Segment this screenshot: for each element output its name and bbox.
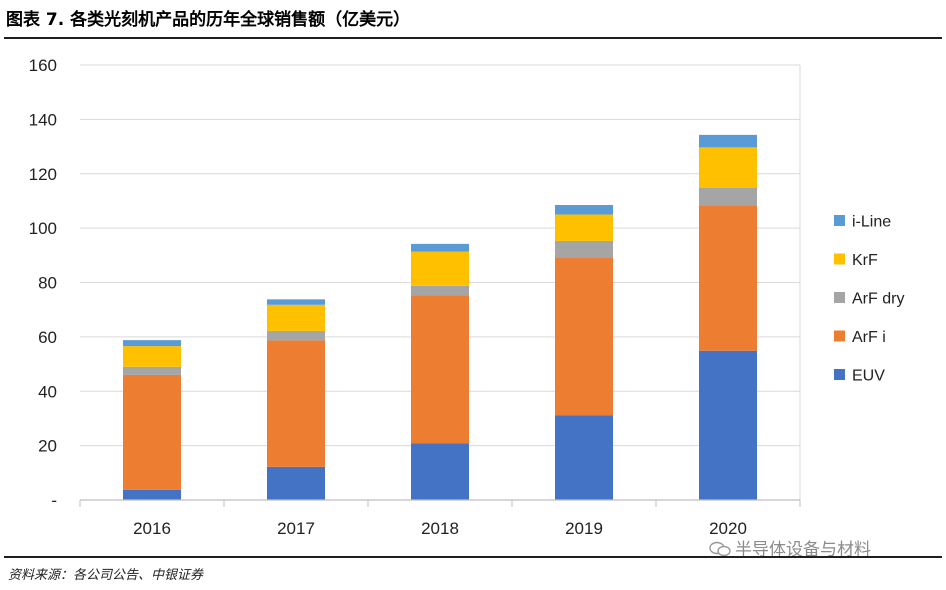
y-axis-tick-labels: - 20 40 60 80 100 120 140 160 bbox=[29, 56, 57, 510]
bar-segment bbox=[123, 366, 181, 375]
bar-segment bbox=[699, 205, 757, 351]
y-tick-label: 40 bbox=[38, 382, 57, 401]
bar-segment bbox=[699, 134, 757, 148]
legend-swatch bbox=[834, 330, 845, 342]
bar-segment bbox=[123, 346, 181, 367]
x-axis-tick-labels: 2016 2017 2018 2019 2020 bbox=[133, 519, 747, 538]
bar-segment bbox=[699, 187, 757, 206]
y-tick-label: - bbox=[51, 491, 57, 510]
bar-segment bbox=[555, 240, 613, 259]
legend: i-Line KrF ArF dry ArF i EUV bbox=[834, 214, 904, 385]
x-tick-label: 2018 bbox=[421, 519, 459, 538]
bar-segment bbox=[699, 147, 757, 188]
legend-swatch bbox=[834, 253, 845, 265]
legend-label: i-Line bbox=[852, 214, 891, 231]
y-tick-label: 80 bbox=[38, 274, 57, 293]
bars bbox=[123, 134, 757, 500]
wechat-icon bbox=[709, 541, 731, 557]
x-tick-label: 2016 bbox=[133, 519, 171, 538]
bar-segment bbox=[555, 205, 613, 215]
legend-label: ArF dry bbox=[852, 291, 904, 308]
title-rule bbox=[4, 37, 942, 39]
y-tick-label: 120 bbox=[29, 165, 57, 184]
bar-segment bbox=[123, 340, 181, 347]
legend-label: KrF bbox=[852, 252, 878, 269]
legend-swatch bbox=[834, 369, 845, 380]
bar-segment bbox=[267, 299, 325, 305]
bar-segment bbox=[267, 330, 325, 341]
bar-segment bbox=[267, 304, 325, 331]
y-tick-label: 100 bbox=[29, 219, 57, 238]
watermark-text: 半导体设备与材料 bbox=[735, 540, 871, 560]
source-note: 资料来源：各公司公告、中银证券 bbox=[8, 568, 204, 583]
x-axis bbox=[79, 499, 801, 507]
bar-segment bbox=[123, 489, 181, 500]
legend-label: ArF i bbox=[852, 329, 886, 346]
bar-segment bbox=[555, 214, 613, 241]
bar-segment bbox=[123, 374, 181, 490]
y-tick-label: 140 bbox=[29, 110, 57, 129]
bar-segment bbox=[411, 251, 469, 286]
bar-segment bbox=[411, 243, 469, 252]
legend-label: EUV bbox=[852, 368, 885, 385]
bar-segment bbox=[699, 350, 757, 500]
figure-title: 图表 7. 各类光刻机产品的历年全球销售额（亿美元） bbox=[6, 10, 411, 30]
x-tick-label: 2017 bbox=[277, 519, 315, 538]
source-rule bbox=[4, 556, 942, 558]
watermark: 半导体设备与材料 bbox=[709, 535, 871, 560]
legend-swatch bbox=[834, 215, 845, 226]
bar-segment bbox=[411, 443, 469, 500]
bar-segment bbox=[411, 295, 469, 444]
x-tick-label: 2020 bbox=[709, 519, 747, 538]
legend-swatch bbox=[834, 292, 845, 303]
y-tick-label: 60 bbox=[38, 328, 57, 347]
bar-segment bbox=[411, 285, 469, 296]
x-tick-label: 2019 bbox=[565, 519, 603, 538]
y-tick-label: 20 bbox=[38, 437, 57, 456]
bar-segment bbox=[555, 258, 613, 416]
bar-segment bbox=[267, 340, 325, 467]
bar-segment bbox=[267, 466, 325, 500]
y-tick-label: 160 bbox=[29, 56, 57, 75]
bar-segment bbox=[555, 415, 613, 500]
